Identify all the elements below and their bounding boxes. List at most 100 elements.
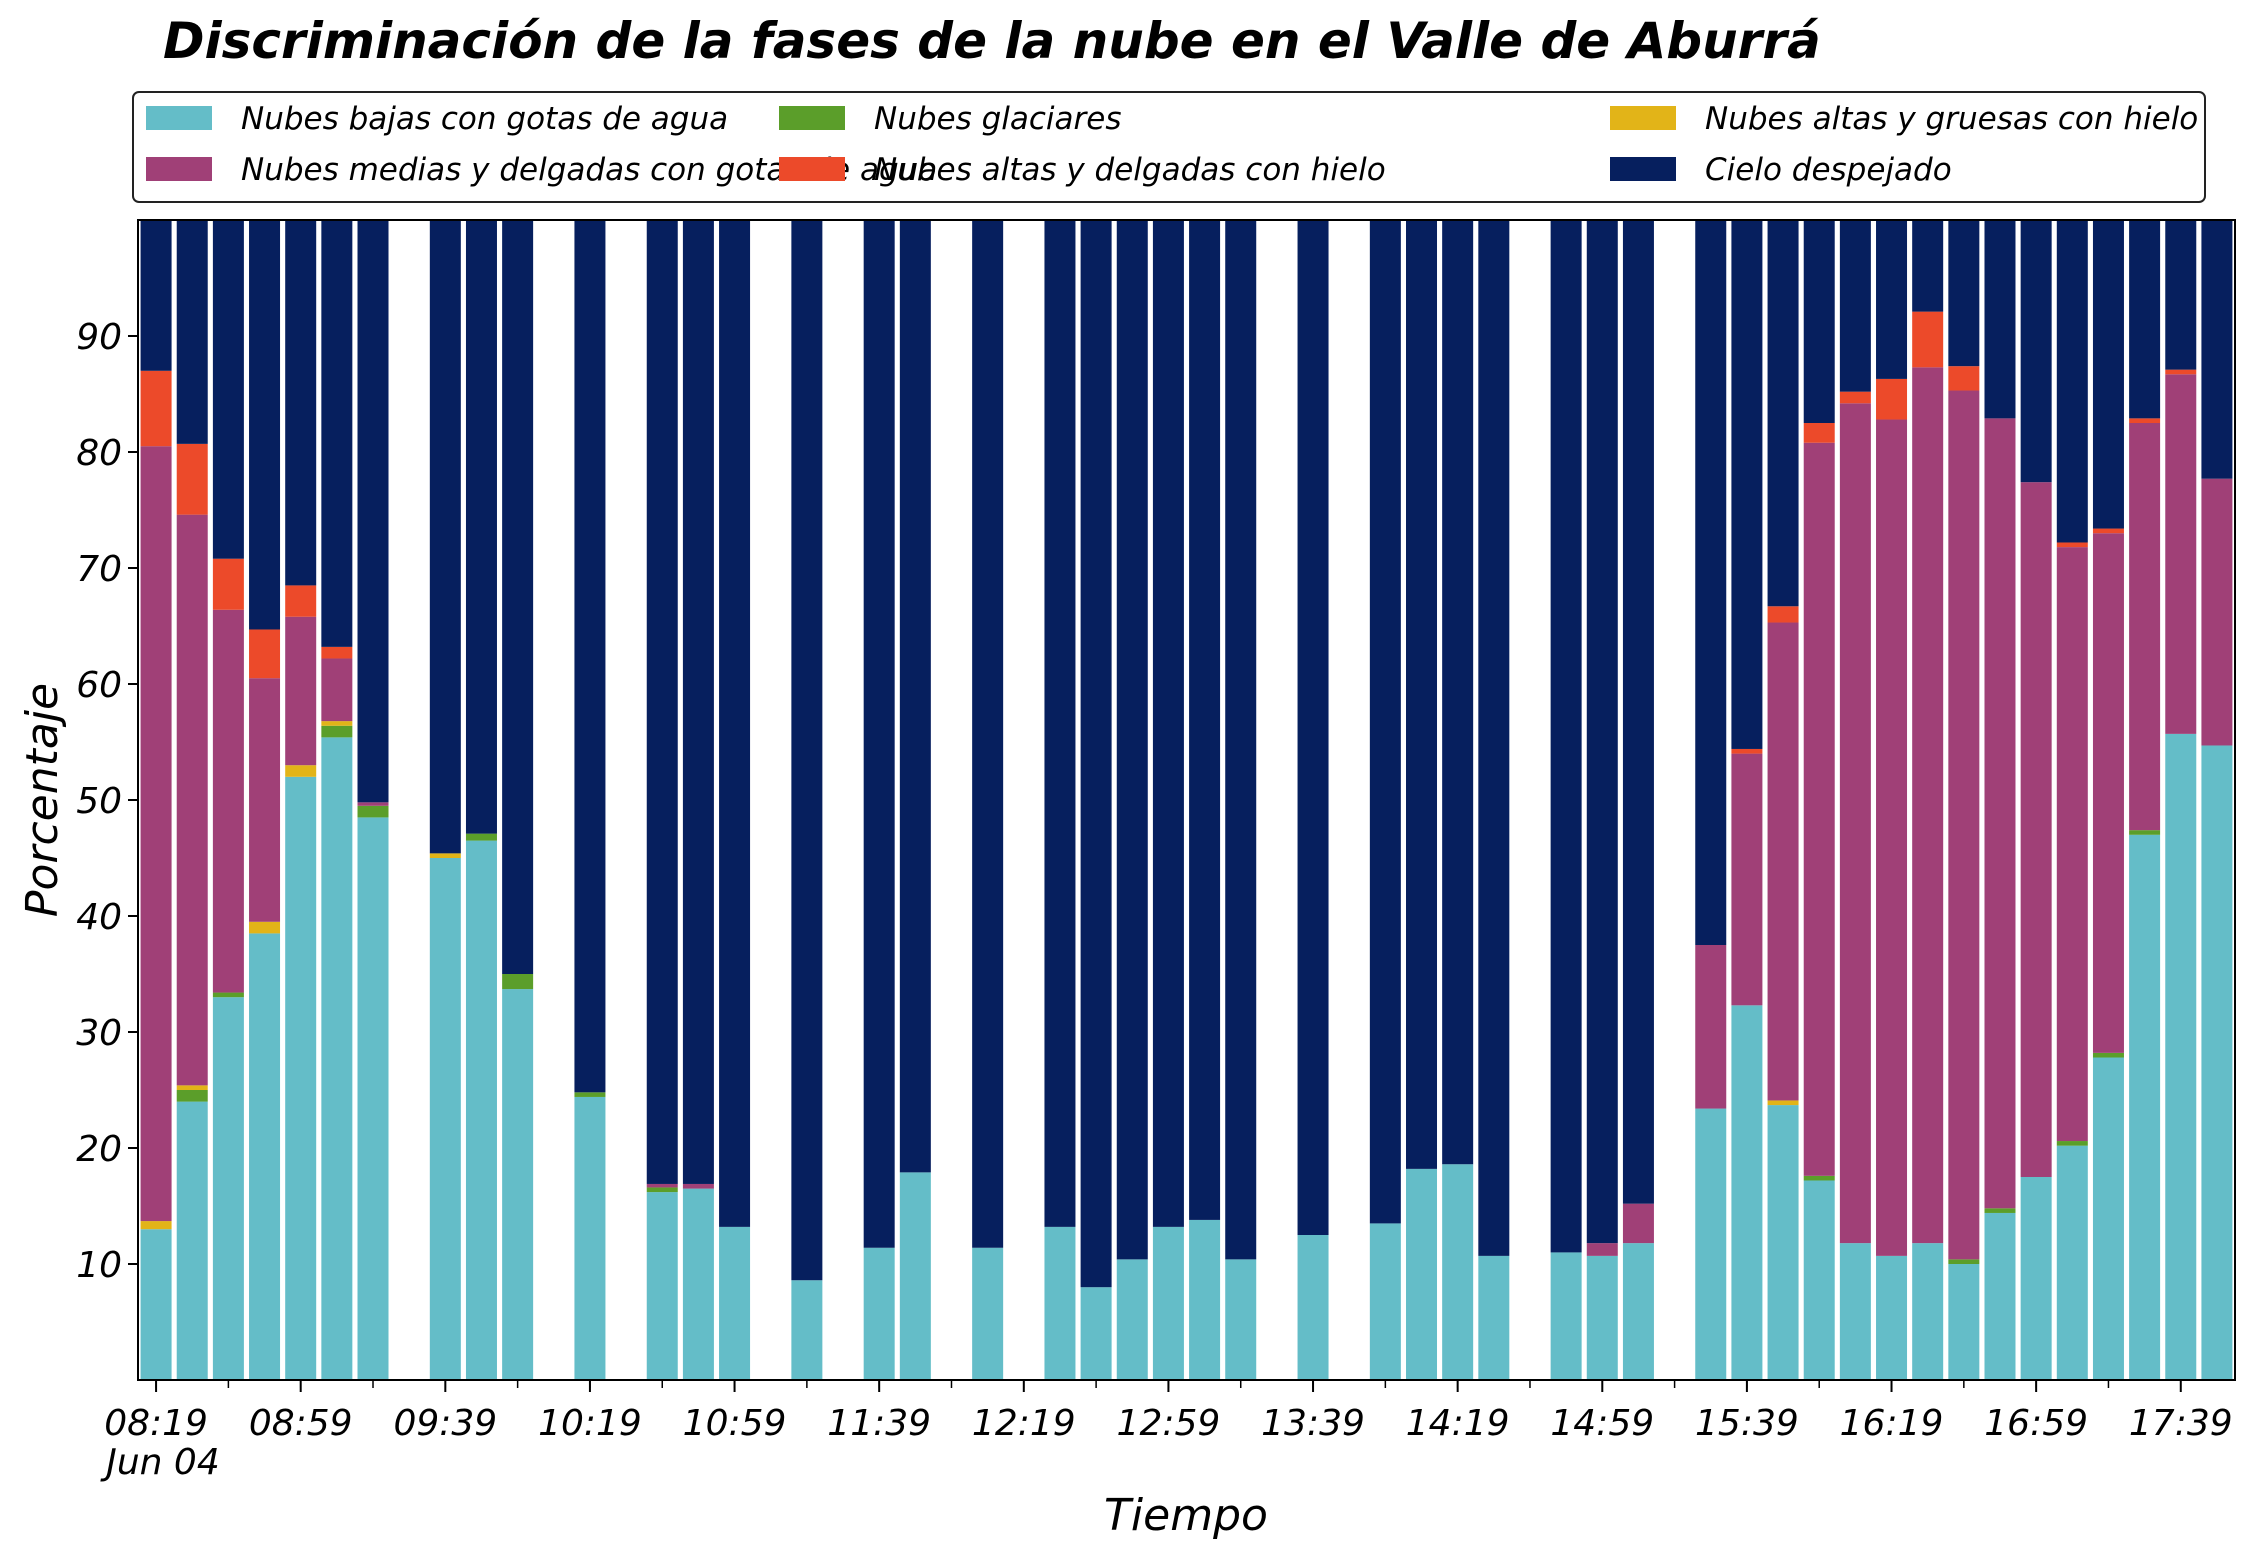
- bar-nubes-bajas-con-gotas-de-agua: [646, 1192, 678, 1380]
- bar-nubes-altas-y-delgadas-con-hielo: [212, 558, 244, 610]
- bar-nubes-altas-y-delgadas-con-hielo: [2165, 369, 2197, 375]
- legend-item-nubes-bajas-con-gotas-de-agua: Nubes bajas con gotas de agua: [146, 101, 728, 137]
- bar-nubes-medias-y-delgadas-con-gotas-de-agua: [1876, 419, 1908, 1256]
- bar-nubes-bajas-con-gotas-de-agua: [2056, 1145, 2088, 1380]
- bar-stack-1309: [1189, 220, 1221, 1380]
- bar-nubes-medias-y-delgadas-con-gotas-de-agua: [2201, 478, 2233, 746]
- legend-swatch: [146, 106, 212, 130]
- bar-nubes-bajas-con-gotas-de-agua: [1984, 1212, 2016, 1380]
- bar-nubes-bajas-con-gotas-de-agua: [574, 1096, 606, 1380]
- bar-nubes-bajas-con-gotas-de-agua: [1550, 1252, 1582, 1380]
- bar-cielo-despejado: [1225, 220, 1257, 1260]
- bar-nubes-altas-y-gruesas-con-hielo: [140, 1221, 172, 1230]
- legend-item-cielo-despejado: Cielo despejado: [1610, 152, 1952, 188]
- bar-nubes-bajas-con-gotas-de-agua: [1189, 1219, 1221, 1380]
- bar-nubes-bajas-con-gotas-de-agua: [249, 933, 281, 1380]
- legend-swatch: [779, 157, 845, 181]
- bar-nubes-medias-y-delgadas-con-gotas-de-agua: [1731, 753, 1763, 1006]
- legend-swatch: [1610, 106, 1676, 130]
- bar-stack-0839: [212, 220, 244, 1380]
- bar-nubes-altas-y-delgadas-con-hielo: [1948, 366, 1980, 391]
- bar-cielo-despejado: [1152, 220, 1184, 1227]
- x-tick-label: 08:59: [249, 1403, 353, 1444]
- bar-cielo-despejado: [465, 220, 497, 834]
- bar-nubes-bajas-con-gotas-de-agua: [285, 776, 317, 1380]
- bar-nubes-bajas-con-gotas-de-agua: [972, 1247, 1004, 1380]
- bar-cielo-despejado: [212, 220, 244, 559]
- bar-nubes-medias-y-delgadas-con-gotas-de-agua: [1839, 403, 1871, 1244]
- bar-nubes-altas-y-delgadas-con-hielo: [285, 585, 317, 617]
- bar-nubes-bajas-con-gotas-de-agua: [1044, 1226, 1076, 1380]
- bar-cielo-despejado: [1044, 220, 1076, 1227]
- bar-nubes-altas-y-gruesas-con-hielo: [249, 921, 281, 934]
- bar-nubes-medias-y-delgadas-con-gotas-de-agua: [2020, 482, 2052, 1177]
- legend-item-nubes-glaciares: Nubes glaciares: [779, 101, 1122, 137]
- bar-nubes-bajas-con-gotas-de-agua: [1839, 1243, 1871, 1380]
- bar-cielo-despejado: [1116, 220, 1148, 1260]
- bar-nubes-bajas-con-gotas-de-agua: [791, 1280, 823, 1380]
- bar-nubes-bajas-con-gotas-de-agua: [465, 840, 497, 1380]
- x-tick-label: 15:39: [1695, 1403, 1799, 1444]
- bar-cielo-despejado: [719, 220, 751, 1227]
- y-tick-label: 40: [76, 897, 122, 938]
- bar-nubes-bajas-con-gotas-de-agua: [1478, 1255, 1510, 1380]
- bar-nubes-medias-y-delgadas-con-gotas-de-agua: [2092, 533, 2124, 1053]
- bar-stack-0939: [429, 220, 461, 1380]
- legend-frame: [132, 91, 2206, 203]
- x-tick-label: 13:39: [1261, 1403, 1365, 1444]
- bar-nubes-medias-y-delgadas-con-gotas-de-agua: [212, 609, 244, 993]
- bar-nubes-glaciares: [321, 725, 353, 738]
- bar-nubes-altas-y-delgadas-con-hielo: [140, 370, 172, 447]
- bar-nubes-altas-y-delgadas-con-hielo: [1912, 311, 1944, 368]
- x-tick-label: 10:19: [538, 1403, 642, 1444]
- bar-stack-1619: [1876, 220, 1908, 1380]
- bars: [140, 220, 2233, 1380]
- bar-cielo-despejado: [1080, 220, 1112, 1288]
- bar-nubes-bajas-con-gotas-de-agua: [357, 817, 389, 1380]
- bar-cielo-despejado: [140, 220, 172, 371]
- x-tick-label: 14:19: [1406, 1403, 1510, 1444]
- bar-cielo-despejado: [1839, 220, 1871, 392]
- bar-cielo-despejado: [1297, 220, 1329, 1235]
- bar-nubes-medias-y-delgadas-con-gotas-de-agua: [1803, 442, 1835, 1176]
- bar-stack-1559: [1803, 220, 1835, 1380]
- bar-cielo-despejado: [1369, 220, 1401, 1224]
- bar-nubes-altas-y-gruesas-con-hielo: [1767, 1100, 1799, 1106]
- bar-stack-1459: [1586, 220, 1618, 1380]
- bar-nubes-bajas-con-gotas-de-agua: [1948, 1264, 1980, 1380]
- x-tick-label: 14:59: [1550, 1403, 1654, 1444]
- bar-stack-1429: [1478, 220, 1510, 1380]
- bar-cielo-despejado: [899, 220, 931, 1173]
- bar-nubes-glaciares: [2129, 830, 2161, 835]
- bar-nubes-medias-y-delgadas-con-gotas-de-agua: [1984, 418, 2016, 1209]
- bar-nubes-altas-y-delgadas-con-hielo: [1767, 606, 1799, 623]
- legend: Nubes bajas con gotas de agua Nubes glaci…: [132, 91, 2206, 203]
- bar-cielo-despejado: [1803, 220, 1835, 423]
- bar-nubes-medias-y-delgadas-con-gotas-de-agua: [249, 678, 281, 922]
- bar-nubes-altas-y-delgadas-con-hielo: [2129, 418, 2161, 423]
- bar-nubes-altas-y-delgadas-con-hielo: [1803, 423, 1835, 443]
- bar-nubes-bajas-con-gotas-de-agua: [1297, 1235, 1329, 1380]
- bar-stack-0959: [502, 220, 534, 1380]
- bar-nubes-altas-y-delgadas-con-hielo: [1876, 378, 1908, 420]
- bar-nubes-glaciares: [2056, 1141, 2088, 1146]
- bar-nubes-medias-y-delgadas-con-gotas-de-agua: [321, 658, 353, 722]
- bar-stack-0849: [249, 220, 281, 1380]
- bar-nubes-altas-y-delgadas-con-hielo: [1839, 391, 1871, 404]
- bar-nubes-bajas-con-gotas-de-agua: [1442, 1164, 1474, 1380]
- bar-stack-1249: [1116, 220, 1148, 1380]
- bar-stack-1529: [1695, 220, 1727, 1380]
- bar-nubes-altas-y-gruesas-con-hielo: [429, 853, 461, 858]
- bar-stack-0859: [285, 220, 317, 1380]
- bar-nubes-bajas-con-gotas-de-agua: [1767, 1105, 1799, 1380]
- bar-stack-1139: [863, 220, 895, 1380]
- bar-cielo-despejado: [1406, 220, 1438, 1169]
- bar-stack-1059: [719, 220, 751, 1380]
- bar-stack-1409: [1406, 220, 1438, 1380]
- bar-nubes-bajas-con-gotas-de-agua: [140, 1229, 172, 1380]
- x-tick-label: 16:59: [1984, 1403, 2088, 1444]
- bar-cielo-despejado: [2129, 220, 2161, 419]
- bar-cielo-despejado: [2201, 220, 2233, 479]
- bar-stack-0949: [465, 220, 497, 1380]
